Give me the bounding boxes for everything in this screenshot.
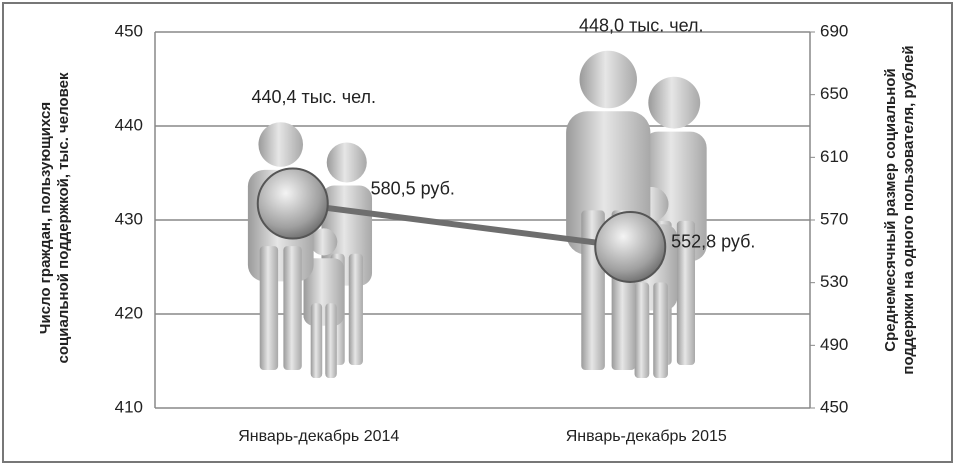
y-axis-label: Число граждан, пользующихся социальной п… <box>37 68 73 368</box>
page: 410 420 430 440 450 450 490 530 570 610 650 690 Янва… <box>0 0 955 465</box>
pictograph-bar <box>248 122 314 370</box>
man-head <box>258 122 303 167</box>
y2-tick-label: 530 <box>820 272 848 291</box>
man-head <box>580 51 637 108</box>
value-label: 440,4 тыс. чел. <box>251 87 376 107</box>
y2-tick-label: 610 <box>820 147 848 166</box>
y2-axis-label: Среднемесячный размер социальной поддерж… <box>882 45 918 375</box>
y2-tick-label: 450 <box>820 397 848 416</box>
y2-tick-label: 650 <box>820 84 848 103</box>
child-front-leg <box>635 282 650 378</box>
x-tick-label: Январь-декабрь 2014 <box>238 428 399 445</box>
man-leg <box>283 246 301 370</box>
value-label: 552,8 руб. <box>671 232 755 252</box>
woman-head <box>648 77 700 129</box>
y-tick-label: 430 <box>115 209 143 228</box>
y2-tick-label: 490 <box>820 335 848 354</box>
y-tick-label: 420 <box>115 303 143 322</box>
y-tick-label: 450 <box>115 21 143 40</box>
child-front-head <box>310 228 337 255</box>
value-label: 448,0 тыс. чел. <box>579 16 704 36</box>
y-tick-label: 440 <box>115 115 143 134</box>
man-leg <box>260 246 278 370</box>
x-tick-label: Январь-декабрь 2015 <box>566 428 727 445</box>
chart: 410 420 430 440 450 450 490 530 570 610 650 690 Янва… <box>0 0 955 465</box>
value-label: 580,5 руб. <box>371 178 455 198</box>
coin-marker <box>595 212 665 282</box>
child-front-leg <box>311 303 322 378</box>
y-tick-label: 410 <box>115 397 143 416</box>
y2-tick-label: 570 <box>820 209 848 228</box>
child-front-leg <box>653 282 668 378</box>
child-front-leg <box>325 303 336 378</box>
y2-tick-label: 690 <box>820 21 848 40</box>
woman-leg <box>349 254 363 365</box>
woman-head <box>327 142 367 182</box>
coin-marker <box>258 169 328 239</box>
